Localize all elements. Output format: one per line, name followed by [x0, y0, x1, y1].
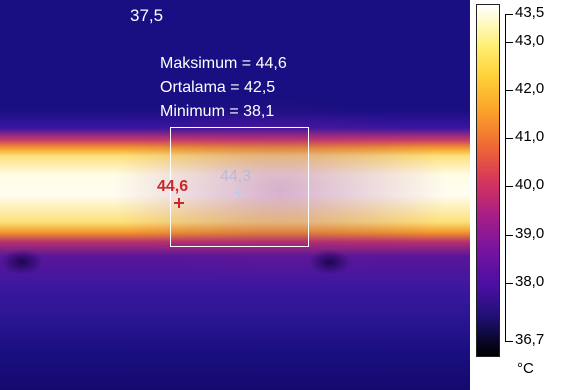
scale-tick [505, 235, 513, 236]
stat-average: Ortalama = 42,5 [160, 79, 276, 96]
stat-maximum: Maksimum = 44,6 [160, 55, 287, 72]
scale-label: 43,5 [515, 4, 545, 21]
scale-tick [505, 341, 513, 342]
center-point-label: 44,3 [220, 168, 252, 185]
measurement-box[interactable] [170, 127, 309, 247]
top-temperature-label: 37,5 [130, 6, 164, 25]
scale-tick [505, 42, 513, 43]
temperature-unit: °C [517, 360, 534, 377]
scale-label: 41,0 [515, 128, 545, 145]
scale-tick [505, 186, 513, 187]
scale-label: 40,0 [515, 176, 545, 193]
scale-label: 43,0 [515, 32, 545, 49]
hot-point-crosshair-icon [174, 198, 184, 208]
thermal-image [0, 0, 470, 390]
hot-point-label: 44,6 [157, 178, 189, 195]
scale-label: 38,0 [515, 273, 545, 290]
color-scale-bar [476, 4, 500, 357]
scale-tick [505, 14, 513, 15]
scale-tick [505, 138, 513, 139]
scale-label: 39,0 [515, 225, 545, 242]
stat-minimum: Minimum = 38,1 [160, 103, 275, 120]
scale-axis-line [505, 14, 506, 342]
center-point-crosshair-icon [234, 188, 244, 198]
scale-tick [505, 90, 513, 91]
scale-label: 36,7 [515, 331, 545, 348]
scale-label: 42,0 [515, 80, 545, 97]
scale-tick [505, 283, 513, 284]
